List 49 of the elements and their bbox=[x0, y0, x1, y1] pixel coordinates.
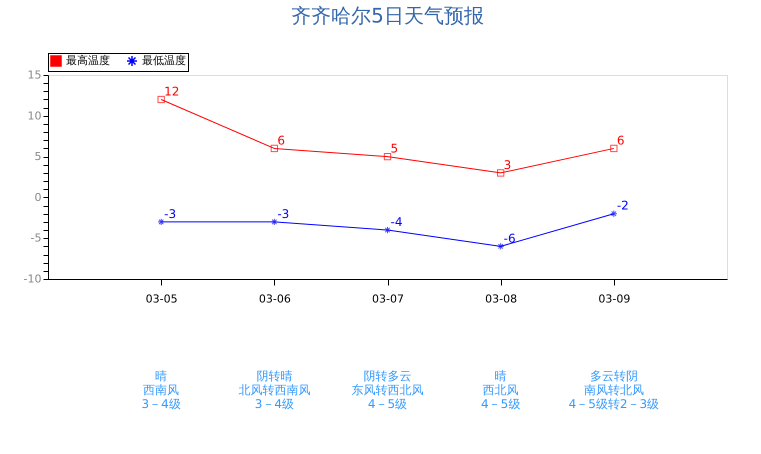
text: 3－4级 bbox=[254, 397, 294, 411]
text: 多云转阴 bbox=[590, 369, 638, 383]
text: 4－5级 bbox=[368, 397, 408, 411]
text: 晴 bbox=[155, 369, 168, 383]
text: 南风转北风 bbox=[584, 383, 644, 397]
x-tick-label: 03-06 bbox=[258, 292, 291, 306]
point bbox=[384, 226, 392, 234]
y-tick-label: 5 bbox=[34, 150, 42, 164]
chart-title: 齐齐哈尔5日天气预报 bbox=[291, 4, 484, 28]
point bbox=[384, 152, 392, 160]
y-tick-label: 0 bbox=[34, 190, 42, 204]
x-tick-label: 03-09 bbox=[598, 292, 630, 306]
text: 北风转西南风 bbox=[238, 383, 310, 397]
text: 阴转多云 bbox=[364, 369, 412, 383]
point bbox=[270, 144, 278, 152]
point bbox=[270, 218, 278, 226]
y-tick-label: 10 bbox=[28, 109, 42, 122]
data-label: -3 bbox=[277, 206, 290, 221]
y-tick-label: -5 bbox=[30, 232, 42, 245]
x-tick-label: 03-07 bbox=[372, 292, 404, 306]
x-tick-label: 03-05 bbox=[146, 292, 178, 306]
text: 晴 bbox=[494, 369, 507, 383]
text: 西北风 bbox=[482, 383, 519, 397]
point bbox=[497, 169, 504, 177]
point bbox=[497, 242, 504, 250]
data-label: 12 bbox=[164, 84, 180, 98]
x-tick-label: 03-08 bbox=[485, 292, 518, 306]
y-tick-label: -10 bbox=[24, 272, 42, 286]
legend-label: 最低温度 bbox=[142, 54, 186, 67]
data-label: -3 bbox=[164, 206, 176, 221]
point bbox=[610, 210, 618, 218]
data-label: 3 bbox=[504, 158, 512, 172]
y-tick-label: 15 bbox=[28, 68, 42, 82]
data-label: 6 bbox=[616, 133, 624, 148]
point bbox=[610, 144, 618, 152]
data-label: 6 bbox=[277, 133, 285, 148]
data-label: 5 bbox=[390, 142, 398, 156]
point bbox=[158, 96, 165, 104]
text: 3－4级 bbox=[142, 397, 181, 411]
data-label: -4 bbox=[390, 215, 402, 230]
text: 4－5级转2－3级 bbox=[568, 397, 660, 411]
text: 东风转西北风 bbox=[352, 383, 424, 397]
text: 西南风 bbox=[143, 383, 180, 397]
point bbox=[158, 218, 165, 226]
text: 4－5级 bbox=[481, 397, 520, 411]
legend-label: 最高温度 bbox=[66, 54, 110, 67]
data-label: -6 bbox=[504, 231, 516, 246]
text: 阴转晴 bbox=[256, 369, 292, 383]
data-label: -2 bbox=[616, 198, 629, 213]
